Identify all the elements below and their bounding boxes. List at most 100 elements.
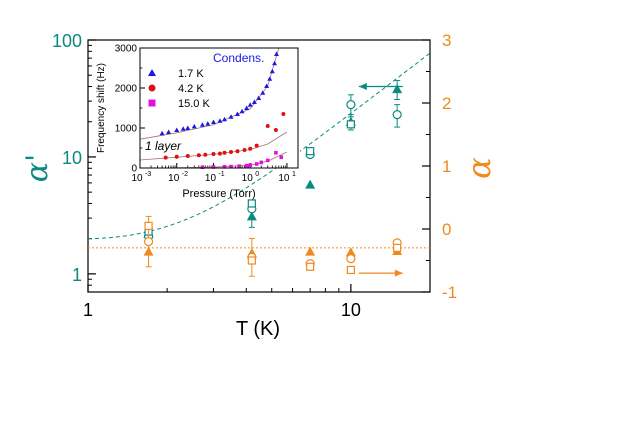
inset-point-circle xyxy=(203,152,208,157)
legend-marker-circle xyxy=(148,84,156,92)
data-point-open-square xyxy=(346,120,355,129)
inset-point-square xyxy=(254,162,259,166)
y-left-tick-label: 10 xyxy=(62,148,82,168)
inset-point-square xyxy=(244,163,249,168)
inset-point-triangle xyxy=(239,108,245,114)
inset-point-circle xyxy=(211,152,216,156)
inset-y-tick-label: 2000 xyxy=(115,84,138,95)
inset-point-circle xyxy=(185,154,190,158)
inset-x-tick-label: 10 xyxy=(242,173,254,184)
inset-y-tick-label: 0 xyxy=(131,164,137,175)
inset-point-triangle xyxy=(180,126,186,131)
inset-point-square xyxy=(259,160,264,165)
inset-y-tick-label: 1000 xyxy=(115,124,138,135)
inset-point-triangle xyxy=(217,118,223,123)
inset-point-circle xyxy=(217,151,222,156)
inset-condens-annotation: Condens. xyxy=(213,51,264,65)
inset-point-triangle xyxy=(272,60,278,66)
inset-frame xyxy=(139,47,299,169)
data-point-open-circle xyxy=(392,110,402,120)
data-point-open-square xyxy=(247,256,256,265)
legend-marker-triangle xyxy=(148,69,156,76)
inset-point-triangle xyxy=(199,122,205,127)
inset-point-circle xyxy=(196,153,201,158)
y-right-tick-label: -1 xyxy=(442,283,457,302)
inset-x-tick-label: 10 xyxy=(168,173,180,184)
inset-point-circle xyxy=(254,143,259,148)
data-point-open-square xyxy=(306,262,315,271)
legend-label-2: 4.2 K xyxy=(178,83,204,95)
inset-layer-label: 1 layer xyxy=(145,139,182,153)
inset-point-triangle xyxy=(274,51,280,56)
inset-point-triangle xyxy=(210,119,216,124)
data-point-open-square xyxy=(247,199,256,208)
legend-marker-square xyxy=(148,99,156,107)
legend-label-1: 1.7 K xyxy=(178,68,204,80)
inset-point-square xyxy=(248,163,253,167)
y-right-tick-label: 0 xyxy=(442,220,451,239)
y-left-tick-label: 1 xyxy=(72,265,82,285)
inset-point-circle xyxy=(265,124,270,128)
inset-point-triangle xyxy=(260,90,266,95)
data-point-open-square xyxy=(144,221,153,230)
inset-point-circle xyxy=(281,112,286,116)
inset-point-triangle xyxy=(244,105,250,110)
inset-point-circle xyxy=(273,128,278,132)
x-tick-label: 10 xyxy=(341,300,361,320)
inset-point-circle xyxy=(235,149,240,154)
x-tick-label: 1 xyxy=(83,300,93,320)
data-point-open-square xyxy=(346,265,355,275)
inset-x-tick-label: 10 xyxy=(205,173,217,184)
inset-point-circle xyxy=(242,148,247,152)
inset-point-circle xyxy=(228,150,233,154)
inset-point-triangle xyxy=(251,99,257,104)
inset-point-square xyxy=(279,155,284,159)
arrow-head-right xyxy=(394,269,403,277)
y-right-tick-label: 3 xyxy=(442,31,451,50)
inset-x-tick-label: 10 xyxy=(278,173,290,184)
inset-point-triangle xyxy=(205,121,211,126)
inset-x-tick-exponent: -2 xyxy=(182,171,188,178)
data-point-filled-triangle xyxy=(392,84,403,94)
x-axis-label: T (K) xyxy=(236,318,280,340)
data-point-open-circle xyxy=(346,254,356,264)
inset-point-triangle xyxy=(222,116,228,122)
data-point-open-square xyxy=(393,243,402,252)
inset-point-triangle xyxy=(269,68,275,74)
y-axis-label-right: α xyxy=(460,157,498,179)
inset-point-circle xyxy=(174,154,179,159)
inset-x-axis-label: Pressure (Torr) xyxy=(182,188,255,200)
inset-point-triangle xyxy=(159,130,165,136)
inset-x-tick-exponent: -3 xyxy=(145,171,151,178)
inset-point-square xyxy=(200,165,205,169)
inset-point-triangle xyxy=(267,76,273,81)
y-right-tick-label: 2 xyxy=(442,94,451,113)
y-right-tick-label: 1 xyxy=(442,157,451,176)
inset-point-circle xyxy=(248,146,253,151)
inset-y-axis-label: Frequency shift (Hz) xyxy=(96,63,107,153)
data-point-filled-triangle xyxy=(305,246,316,256)
data-point-filled-triangle xyxy=(345,247,356,257)
inset-point-circle xyxy=(163,155,168,160)
inset-point-square xyxy=(274,151,278,155)
arrow-head-left xyxy=(358,83,367,91)
inset-point-triangle xyxy=(191,123,197,129)
inset-background xyxy=(130,46,300,168)
data-point-open-circle xyxy=(346,100,356,110)
inset-x-tick-exponent: 0 xyxy=(255,171,259,178)
inset-point-triangle xyxy=(256,95,262,100)
inset-point-square xyxy=(265,158,270,163)
y-axis-label-left: α' xyxy=(20,154,55,183)
legend-label-3: 15.0 K xyxy=(178,98,210,110)
inset-point-triangle xyxy=(166,129,172,134)
inset-y-tick-label: 3000 xyxy=(115,44,138,55)
inset-point-triangle xyxy=(228,114,234,119)
inset-x-tick-exponent: 1 xyxy=(292,171,296,178)
inset-x-tick-label: 10 xyxy=(131,173,143,184)
inset-point-triangle xyxy=(234,111,240,116)
inset-legend: 1.7 K 4.2 K 15.0 K xyxy=(148,68,210,110)
inset-point-square xyxy=(211,165,216,169)
inset-point-square xyxy=(237,164,241,168)
